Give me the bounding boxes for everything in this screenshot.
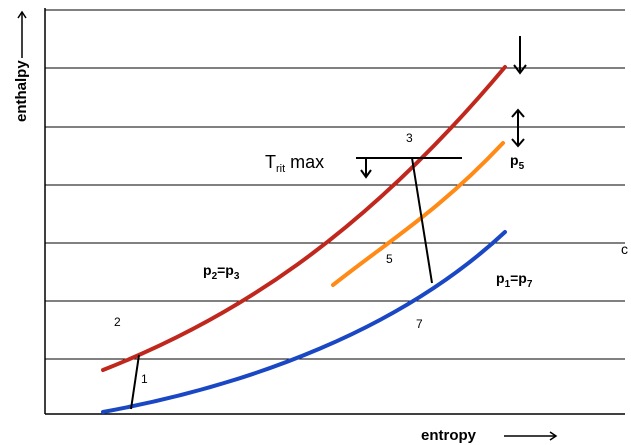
isobar-p1-p7 bbox=[101, 230, 507, 414]
p1-subscript: 1 bbox=[505, 279, 511, 290]
p7-subscript: 7 bbox=[527, 279, 533, 290]
p2-equals: =p bbox=[217, 262, 234, 278]
point-5-label: 5 bbox=[386, 252, 393, 266]
point-2-label: 2 bbox=[114, 315, 121, 329]
x-axis-label: entropy bbox=[421, 427, 477, 444]
y-axis-label: enthalpy bbox=[13, 60, 30, 122]
x-axis-arrow-icon bbox=[504, 431, 558, 441]
isobar-p5 bbox=[331, 141, 505, 287]
process-line-3-7 bbox=[411, 157, 433, 284]
p5-subscript: 5 bbox=[519, 161, 525, 172]
down-arrow-icon bbox=[360, 158, 372, 179]
edge-label: c bbox=[621, 241, 628, 257]
y-axis-arrow-icon bbox=[17, 10, 27, 58]
grid-lines bbox=[45, 9, 625, 360]
isobar-p2-p3 bbox=[101, 65, 507, 372]
point-1-label: 1 bbox=[141, 372, 148, 386]
p1-base: p bbox=[496, 270, 505, 286]
p1-equals: =p bbox=[510, 270, 527, 286]
point-3-label: 3 bbox=[406, 131, 413, 145]
p2-base: p bbox=[203, 262, 212, 278]
t-rit-rest: max bbox=[285, 152, 324, 172]
isobar-p2-p3-label: p2=p3 bbox=[203, 262, 240, 282]
point-7-label: 7 bbox=[416, 317, 423, 331]
up-down-arrow-icon bbox=[511, 108, 525, 148]
isobar-p1-p7-label: p1=p7 bbox=[496, 270, 533, 290]
p5-base: p bbox=[510, 152, 519, 168]
p2-subscript: 2 bbox=[212, 271, 218, 282]
t-rit-subscript: rit bbox=[276, 163, 285, 175]
t-rit-base: T bbox=[265, 152, 276, 172]
p3-subscript: 3 bbox=[234, 271, 240, 282]
down-arrow-icon bbox=[513, 36, 527, 75]
t-rit-max-label: Trit max bbox=[265, 152, 324, 175]
process-line-1-2 bbox=[130, 354, 140, 410]
isobar-p5-label: p5 bbox=[510, 152, 525, 172]
